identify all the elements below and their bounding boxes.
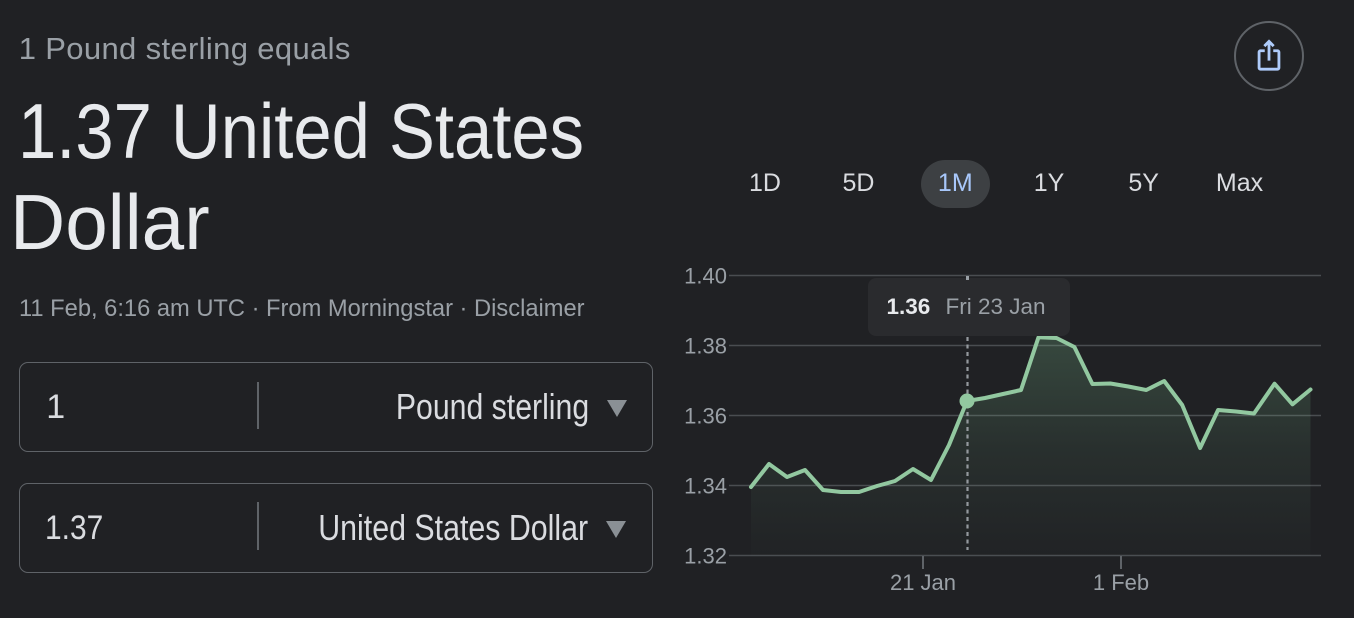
svg-text:1.32: 1.32: [684, 544, 727, 569]
svg-text:1.36: 1.36: [684, 404, 727, 429]
svg-text:1.38: 1.38: [684, 334, 727, 359]
svg-text:1 Feb: 1 Feb: [1093, 570, 1149, 595]
svg-text:21 Jan: 21 Jan: [890, 570, 956, 595]
svg-text:1.34: 1.34: [684, 474, 727, 499]
svg-text:1.40: 1.40: [684, 264, 727, 289]
